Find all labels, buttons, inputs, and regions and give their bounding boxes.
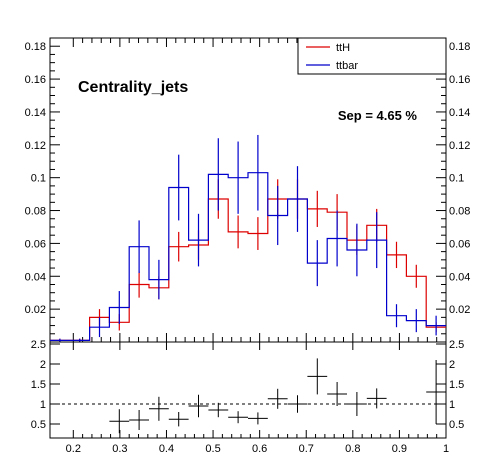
plot-title: Centrality_jets: [78, 79, 188, 96]
legend-label-ttbar: ttbar: [336, 60, 358, 72]
main-y-tick-label-left: 0.12: [25, 140, 46, 152]
ratio-y-tick-label-left: 2.5: [31, 339, 46, 351]
x-tick-label: 0.8: [345, 443, 360, 455]
main-y-tick-label-left: 0.1: [31, 173, 46, 185]
main-y-tick-label-right: 0.06: [449, 238, 470, 250]
ratio-y-tick-label-right: 1: [449, 399, 455, 411]
main-y-tick-label-right: 0.12: [449, 140, 470, 152]
ratio-y-tick-label-left: 1: [40, 399, 46, 411]
main-y-tick-label-left: 0.06: [25, 238, 46, 250]
x-tick-label: 0.6: [252, 443, 267, 455]
x-tick-label: 0.5: [205, 443, 220, 455]
ratio-y-tick-label-right: 1.5: [449, 379, 464, 391]
main-y-tick-label-right: 0.14: [449, 107, 470, 119]
main-y-tick-label-left: 0.02: [25, 304, 46, 316]
ratio-y-tick-label-right: 2.5: [449, 339, 464, 351]
main-y-tick-label-right: 0.08: [449, 206, 470, 218]
main-y-tick-label-right: 0.02: [449, 304, 470, 316]
ratio-plot-frame: [50, 342, 446, 438]
x-tick-label: 0.7: [299, 443, 314, 455]
main-y-tick-label-right: 0.04: [449, 271, 470, 283]
separation-annotation: Sep = 4.65 %: [338, 108, 418, 123]
main-y-tick-label-left: 0.08: [25, 206, 46, 218]
legend-box: [298, 38, 446, 74]
ratio-panel: 0.5 0.51 11.5 1.52 22.5 2.5 0.2 0.3 0.4 0.5 0.6 0.…: [31, 339, 465, 455]
main-y-tick-label-left: 0.14: [25, 107, 46, 119]
legend: ttH ttbar: [298, 38, 446, 74]
x-tick-label: 0.9: [392, 443, 407, 455]
ratio-y-tick-label-left: 1.5: [31, 379, 46, 391]
legend-label-tth: ttH: [336, 42, 350, 54]
ratio-y-tick-label-left: 2: [40, 359, 46, 371]
main-y-tick-label-right: 0.18: [449, 41, 470, 53]
x-tick-label: 0.4: [159, 443, 174, 455]
ratio-y-tick-label-right: 0.5: [449, 419, 464, 431]
main-y-tick-label-right: 0.16: [449, 74, 470, 86]
x-tick-label: 0.3: [112, 443, 127, 455]
main-y-tick-label-right: 0.1: [449, 173, 464, 185]
main-y-tick-label-left: 0.18: [25, 41, 46, 53]
ratio-y-tick-label-right: 2: [449, 359, 455, 371]
ratio-y-tick-label-left: 0.5: [31, 419, 46, 431]
main-histogram-panel: 0.02 0.02 0.04 0.04 0.06 0.06 0.08 0.08 0.1 0.1 0.…: [25, 38, 471, 342]
x-tick-label: 0.2: [66, 443, 81, 455]
main-y-tick-label-left: 0.04: [25, 271, 46, 283]
main-y-tick-label-left: 0.16: [25, 74, 46, 86]
x-tick-label: 1: [443, 443, 449, 455]
